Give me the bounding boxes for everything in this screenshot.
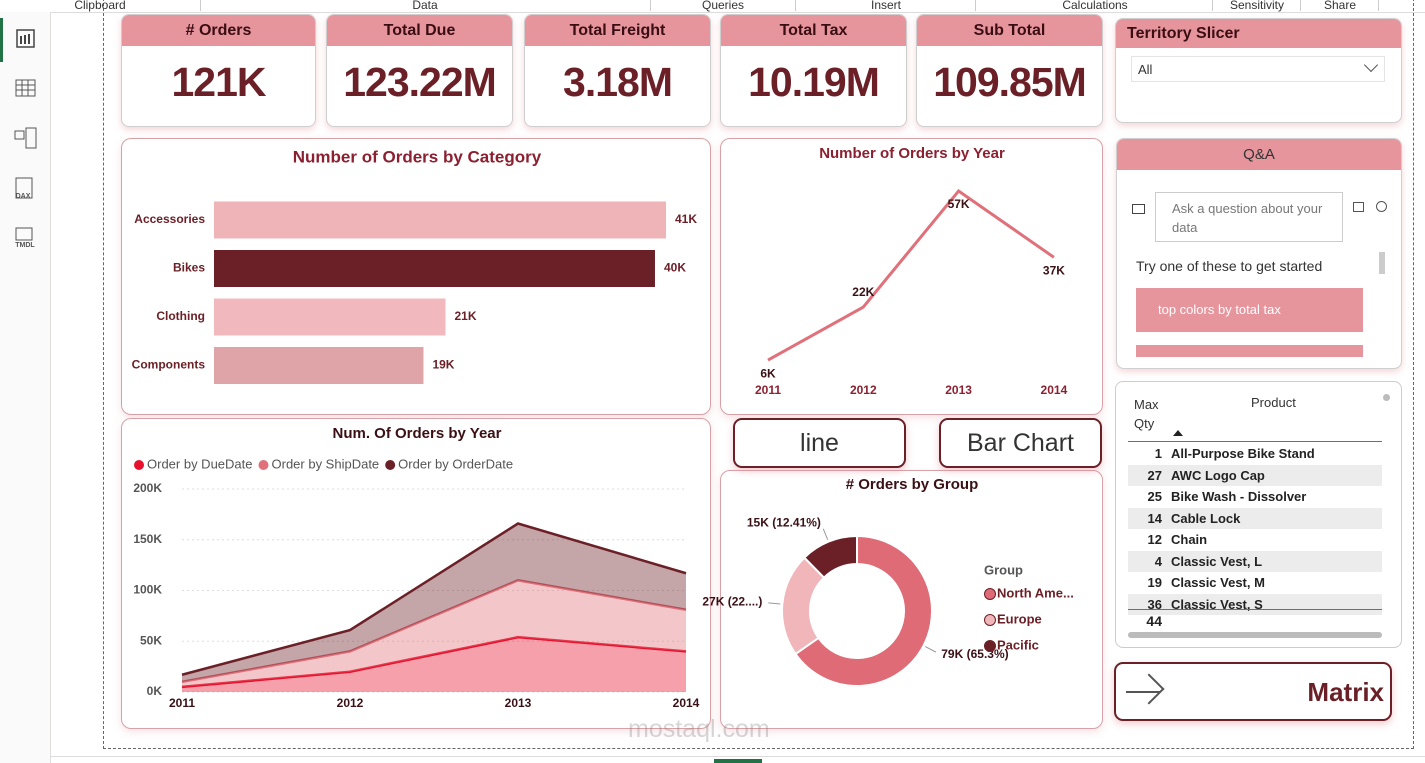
kpi-card: Total Due 123.22M <box>326 14 513 127</box>
kpi-card: Total Freight 3.18M <box>524 14 711 127</box>
ribbon-separator <box>1300 0 1301 11</box>
card-value: 109.85M <box>933 59 1087 105</box>
ribbon-separator <box>650 0 651 11</box>
button-line[interactable]: line <box>733 418 906 468</box>
product-cell: AWC Logo Cap <box>1171 467 1265 483</box>
total-cell: 44 <box>1146 613 1162 629</box>
sidebar <box>0 12 51 763</box>
ribbon-group-label: Data <box>412 0 438 12</box>
card-title: # Orders <box>122 15 315 46</box>
h-scrollbar <box>1128 632 1382 638</box>
qty-cell: 25 <box>1147 489 1162 504</box>
qty-cell: 27 <box>1147 467 1162 483</box>
active-tab <box>714 759 762 763</box>
qa-settings-icon <box>1376 201 1387 212</box>
qa-suggestion-more <box>1136 345 1363 357</box>
ribbon-group-label: Clipboard <box>74 0 126 12</box>
product-cell: All-Purpose Bike Stand <box>1171 446 1315 461</box>
qa-scrollbar <box>1379 252 1385 274</box>
product-cell: Bike Wash - Dissolver <box>1171 489 1307 504</box>
slicer-selected: All <box>1138 62 1153 77</box>
sort-arrow <box>1173 430 1183 436</box>
ribbon-separator <box>200 0 201 11</box>
product-cell: Classic Vest, M <box>1171 575 1265 590</box>
chart-panel <box>720 138 1103 415</box>
card-value: 3.18M <box>563 59 673 105</box>
chart-panel <box>720 470 1103 729</box>
chart-panel <box>121 138 711 415</box>
kpi-card: # Orders 121K <box>121 14 316 127</box>
product-cell: Cable Lock <box>1171 510 1241 526</box>
qty-cell: 1 <box>1154 446 1162 461</box>
ribbon-group-label: Sensitivity <box>1229 0 1285 12</box>
row-band <box>1128 464 1382 486</box>
qty-cell: 14 <box>1147 510 1162 526</box>
ribbon-bar <box>0 0 1425 13</box>
ribbon-separator <box>975 0 976 11</box>
arrow-head <box>1133 673 1165 705</box>
qty-cell: 12 <box>1147 532 1162 547</box>
qa-title: Q&A <box>1117 139 1401 170</box>
v-scrollbar <box>1383 394 1390 401</box>
card-value: 121K <box>171 59 266 105</box>
card-title: Sub Total <box>917 15 1102 46</box>
button-matrix[interactable]: Matrix <box>1114 662 1392 721</box>
qty-cell: 19 <box>1147 575 1162 590</box>
sidebar-active <box>0 18 3 62</box>
ribbon-group-label: Calculations <box>1062 0 1128 12</box>
matrix-table: Max Qty Product 1 All-Purpose Bike Stand 27 A… <box>1115 381 1402 648</box>
header-rule <box>1128 441 1382 442</box>
ribbon-separator <box>1212 0 1213 11</box>
card-value: 123.22M <box>343 59 497 105</box>
button-bar-chart[interactable]: Bar Chart <box>939 418 1102 468</box>
row-band <box>1128 507 1382 529</box>
row-rule <box>1128 609 1382 610</box>
product-cell: Classic Vest, L <box>1171 553 1263 569</box>
column-header: Product <box>1251 395 1296 410</box>
card-title: Total Due <box>327 15 512 46</box>
product-cell: Classic Vest, S <box>1171 596 1263 612</box>
ribbon-group-label: Share <box>1323 0 1357 12</box>
product-cell: Chain <box>1171 532 1208 547</box>
card-value: 10.19M <box>748 59 880 105</box>
column-header: Max Qty <box>1134 397 1159 431</box>
qa-share-icon <box>1353 202 1364 212</box>
card-title: Total Tax <box>721 15 906 46</box>
card-title: Total Freight <box>525 15 710 46</box>
qty-cell: 4 <box>1154 553 1162 569</box>
bottom-bar <box>50 756 1425 763</box>
chart-panel <box>121 418 711 729</box>
arrow-shaft <box>1126 691 1160 693</box>
slicer: Territory Slicer All <box>1115 18 1402 123</box>
qa-panel: Q&A Ask a question about your data Try one… <box>1116 138 1402 369</box>
canvas-border <box>103 0 1414 749</box>
kpi-card: Total Tax 10.19M <box>720 14 907 127</box>
slicer-title: Territory Slicer <box>1116 19 1401 48</box>
qa-input[interactable]: Ask a question about your data <box>1155 192 1343 242</box>
qty-cell: 36 <box>1147 596 1162 612</box>
dropdown-chevron <box>1363 57 1379 73</box>
qa-prompt: Try one of these to get started <box>1136 258 1323 274</box>
ribbon-separator <box>795 0 796 11</box>
slicer-dropdown[interactable]: All <box>1131 56 1385 82</box>
ribbon-separator <box>1378 0 1379 11</box>
matrix-label: Matrix <box>1307 677 1384 707</box>
qa-suggestion[interactable]: top colors by total tax <box>1136 288 1363 332</box>
chat-icon <box>1132 204 1145 214</box>
row-band <box>1128 550 1382 572</box>
ribbon-group-label: Insert <box>870 0 901 12</box>
watermark: mostaql.com <box>628 715 770 743</box>
ribbon-group-label: Queries <box>701 0 745 12</box>
kpi-card: Sub Total 109.85M <box>916 14 1103 127</box>
